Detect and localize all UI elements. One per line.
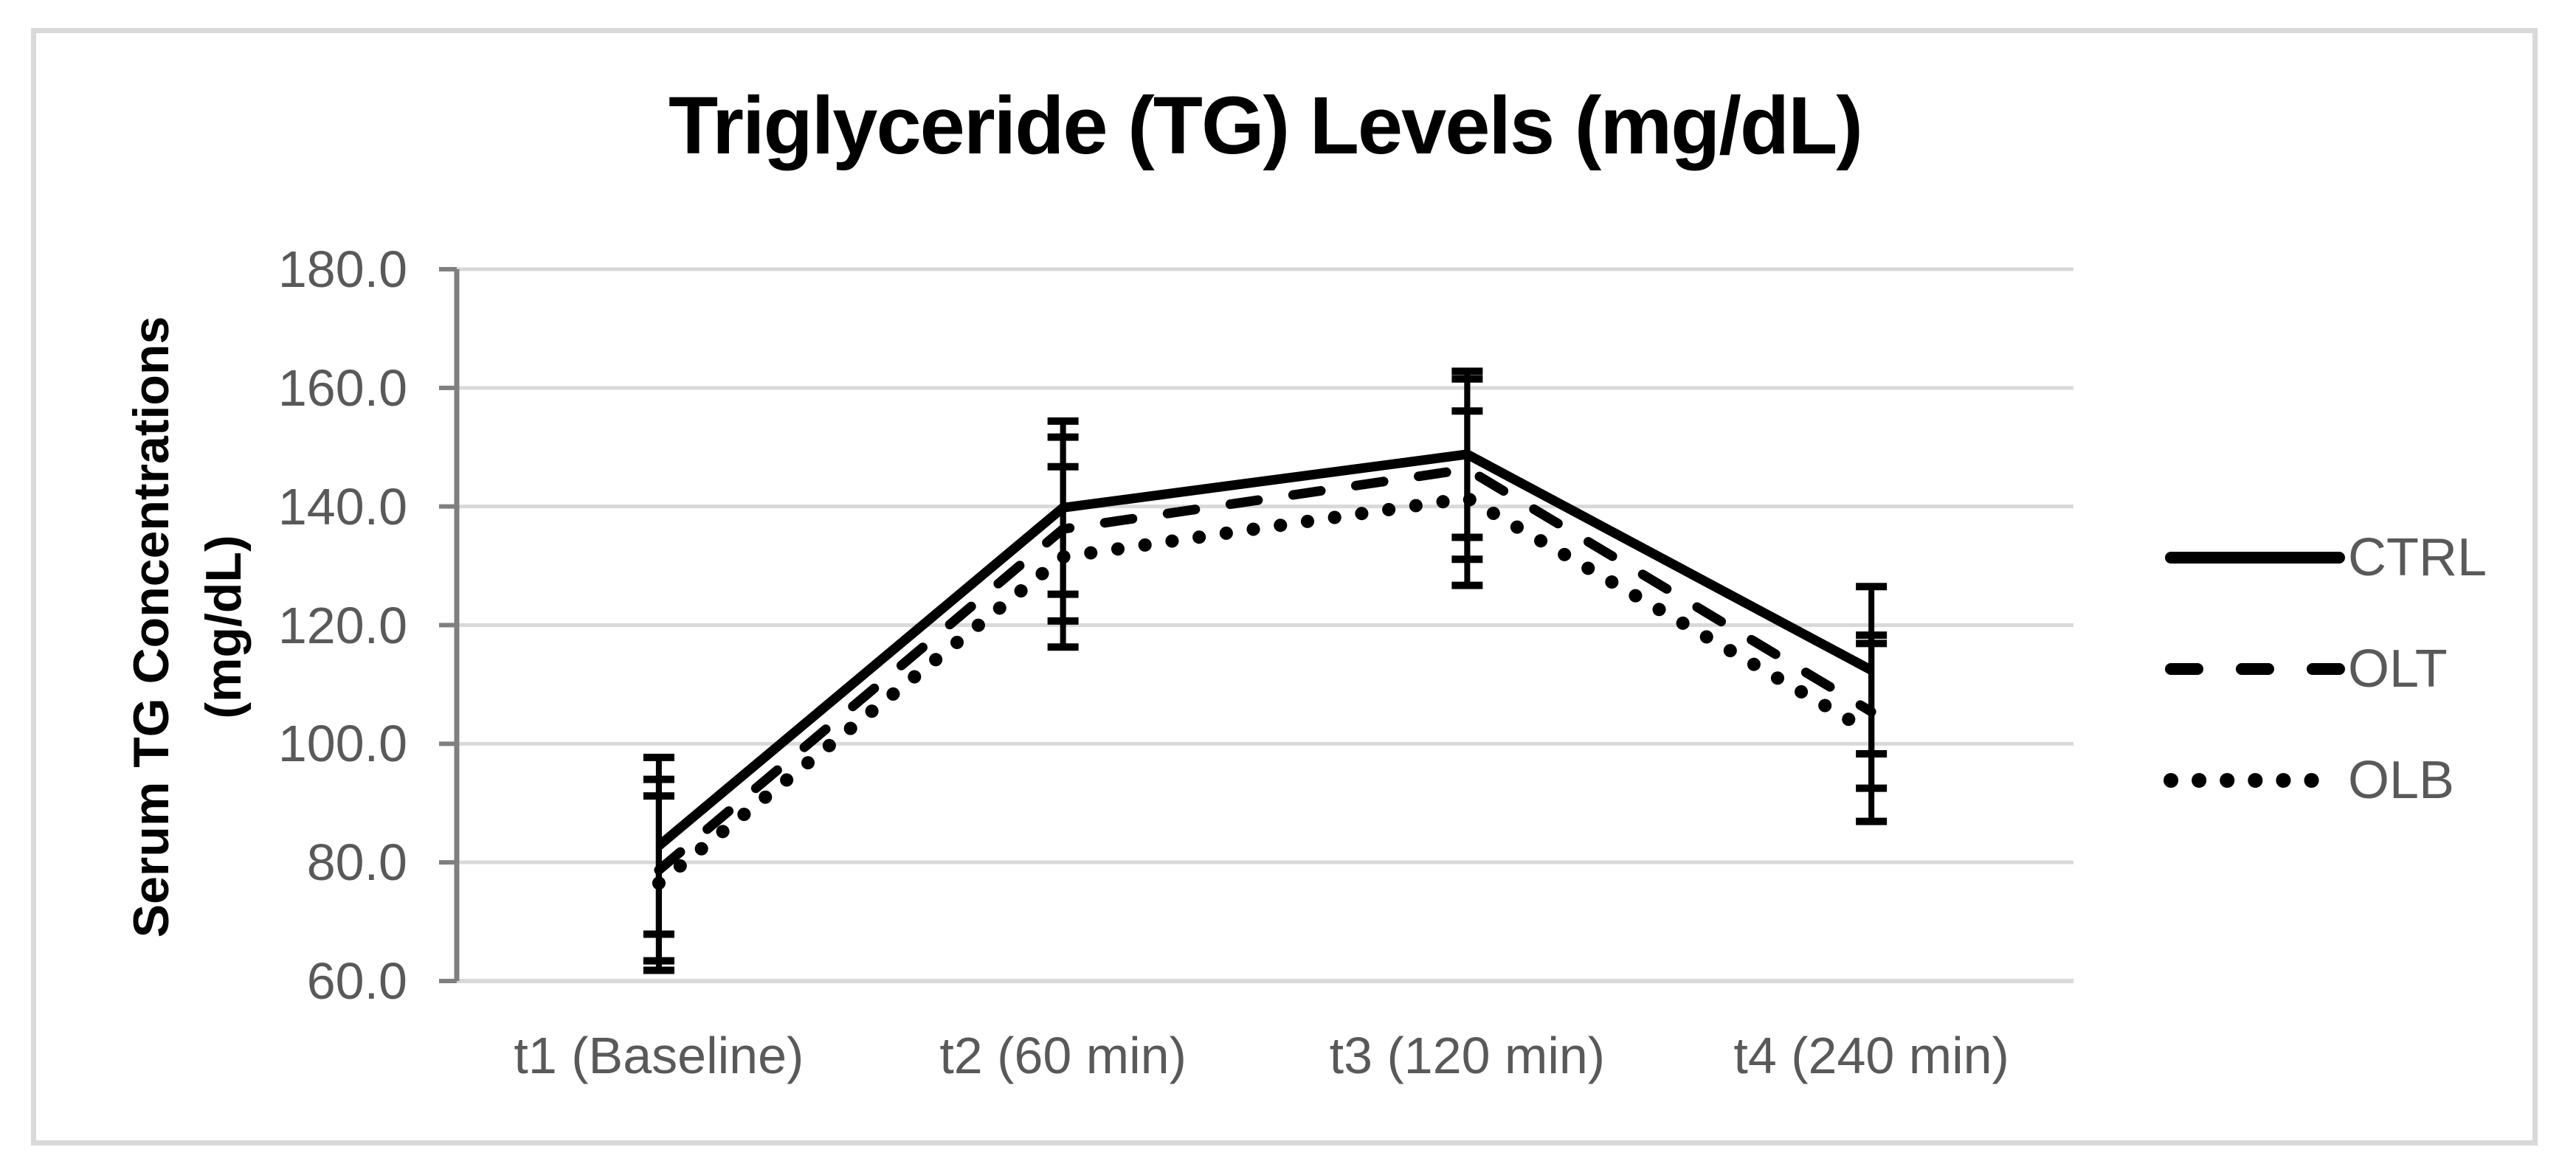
series-line-ctrl [655, 449, 1874, 850]
x-tick-label: t2 (60 min) [939, 1027, 1187, 1084]
figure-border [31, 28, 2538, 1145]
legend-label-olt: OLT [2348, 640, 2448, 699]
x-tick-label: t4 (240 min) [1733, 1027, 2009, 1084]
legend-label-ctrl: CTRL [2348, 528, 2487, 587]
legend-label-olb: OLB [2348, 751, 2455, 810]
y-tick-label: 100.0 [277, 715, 407, 773]
y-axis-title-line1: Serum TG Concentrations [123, 316, 179, 938]
y-tick-label: 80.0 [306, 833, 407, 892]
x-tick-label: t3 (120 min) [1329, 1027, 1606, 1084]
x-tick-label: t1 (Baseline) [514, 1027, 804, 1084]
y-tick-label: 140.0 [277, 477, 407, 535]
y-tick-label: 180.0 [277, 240, 407, 298]
chart-title: Triglyceride (TG) Levels (mg/dL) [669, 80, 1863, 171]
y-tick-label: 160.0 [277, 358, 407, 417]
y-tick-label: 60.0 [306, 952, 407, 1010]
y-tick-label: 120.0 [277, 596, 407, 654]
series-line-olt [654, 464, 1876, 876]
